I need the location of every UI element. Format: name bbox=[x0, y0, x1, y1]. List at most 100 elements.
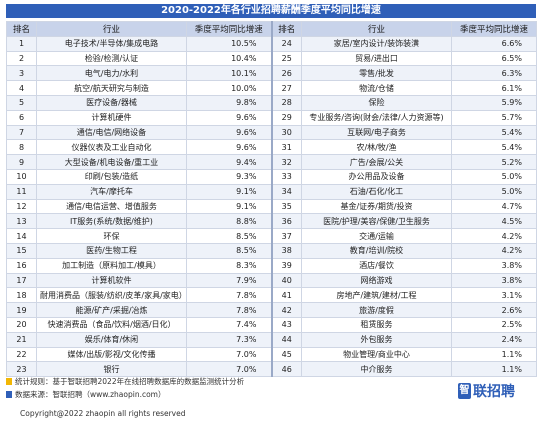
growth-cell: 9.8% bbox=[186, 94, 272, 111]
rank-cell: 45 bbox=[270, 346, 302, 363]
rank-cell: 31 bbox=[270, 139, 302, 156]
source-note: 数据来源：智联招聘（www.zhaopin.com） bbox=[6, 388, 244, 401]
industry-cell: 保险 bbox=[301, 94, 452, 111]
table-row: 13 IT服务(系统/数据/维护) 8.8% 36 医院/护理/美容/保健/卫生服务 4.… bbox=[6, 213, 537, 230]
industry-cell: 交通/运输 bbox=[301, 228, 452, 244]
industry-cell: 娱乐/体育/休闲 bbox=[36, 331, 187, 348]
table-row: 7 通信/电信/网络设备 9.6% 30 互联网/电子商务 5.4% bbox=[6, 124, 537, 141]
rank-cell: 15 bbox=[6, 242, 37, 259]
growth-cell: 5.9% bbox=[451, 94, 537, 111]
industry-cell: 贸易/进出口 bbox=[301, 50, 452, 67]
growth-cell: 2.5% bbox=[451, 316, 537, 333]
growth-cell: 9.1% bbox=[186, 198, 272, 215]
growth-cell: 7.8% bbox=[186, 302, 272, 318]
logo-text: 联招聘 bbox=[473, 384, 515, 400]
growth-cell: 1.1% bbox=[451, 346, 537, 363]
table-row: 5 医疗设备/器械 9.8% 28 保险 5.9% bbox=[6, 94, 537, 111]
growth-cell: 8.8% bbox=[186, 213, 272, 230]
col-header-rank-left: 排名 bbox=[6, 21, 37, 37]
growth-cell: 10.0% bbox=[186, 80, 272, 96]
rank-cell: 21 bbox=[6, 331, 37, 348]
industry-cell: IT服务(系统/数据/维护) bbox=[36, 213, 187, 230]
growth-cell: 9.6% bbox=[186, 139, 272, 156]
rank-cell: 1 bbox=[6, 35, 37, 52]
industry-cell: 媒体/出版/影视/文化传播 bbox=[36, 346, 187, 363]
rank-cell: 28 bbox=[270, 94, 302, 111]
rank-cell: 25 bbox=[270, 50, 302, 67]
table-header-row: 排名 行业 季度平均同比增速 排名 行业 季度平均同比增速 bbox=[6, 21, 537, 37]
growth-cell: 3.8% bbox=[451, 257, 537, 274]
industry-cell: 旅游/度假 bbox=[301, 302, 452, 318]
rank-cell: 12 bbox=[6, 198, 37, 215]
industry-cell: 检验/检测/认证 bbox=[36, 50, 187, 67]
industry-cell: 家居/室内设计/装饰装潢 bbox=[301, 35, 452, 52]
industry-cell: 办公用品及设备 bbox=[301, 168, 452, 185]
rank-cell: 29 bbox=[270, 109, 302, 126]
rank-cell: 17 bbox=[6, 272, 37, 289]
industry-cell: 耐用消费品（服装/纺织/皮革/家具/家电） bbox=[36, 287, 187, 304]
rank-cell: 35 bbox=[270, 198, 302, 215]
growth-cell: 8.5% bbox=[186, 228, 272, 244]
col-header-industry-left: 行业 bbox=[36, 21, 187, 37]
table-row: 15 医药/生物工程 8.5% 38 教育/培训/院校 4.2% bbox=[6, 242, 537, 259]
table-row: 4 航空/航天研究与制造 10.0% 27 物流/仓储 6.1% bbox=[6, 80, 537, 96]
growth-cell: 3.1% bbox=[451, 287, 537, 304]
method-note: 统计规则：基于智联招聘2022年在线招聘数据库的数据监测统计分析 bbox=[6, 375, 244, 388]
method-text: 统计规则：基于智联招聘2022年在线招聘数据库的数据监测统计分析 bbox=[15, 377, 245, 386]
growth-cell: 7.0% bbox=[186, 346, 272, 363]
growth-cell: 4.2% bbox=[451, 242, 537, 259]
rank-cell: 5 bbox=[6, 94, 37, 111]
growth-cell: 10.1% bbox=[186, 65, 272, 82]
rank-cell: 42 bbox=[270, 302, 302, 318]
industry-cell: 能源/矿产/采掘/冶炼 bbox=[36, 302, 187, 318]
industry-cell: 房地产/建筑/建材/工程 bbox=[301, 287, 452, 304]
ranking-table: 排名 行业 季度平均同比增速 排名 行业 季度平均同比增速 1 电子技术/半导体/… bbox=[6, 21, 537, 378]
rank-cell: 37 bbox=[270, 228, 302, 244]
rank-cell: 40 bbox=[270, 272, 302, 289]
industry-cell: 计算机硬件 bbox=[36, 109, 187, 126]
rank-cell: 14 bbox=[6, 228, 37, 244]
growth-cell: 5.0% bbox=[451, 168, 537, 185]
growth-cell: 6.6% bbox=[451, 35, 537, 52]
copyright: Copyright@2022 zhaopin all rights reserv… bbox=[20, 409, 186, 418]
table-row: 20 快速消费品（食品/饮料/烟酒/日化） 7.4% 43 租赁服务 2.5% bbox=[6, 316, 537, 333]
growth-cell: 9.3% bbox=[186, 168, 272, 185]
col-header-growth-left: 季度平均同比增速 bbox=[186, 21, 272, 37]
growth-cell: 10.5% bbox=[186, 35, 272, 52]
rank-cell: 23 bbox=[6, 361, 37, 378]
growth-cell: 7.4% bbox=[186, 316, 272, 333]
industry-cell: 专业服务/咨询(财会/法律/人力资源等) bbox=[301, 109, 452, 126]
rank-cell: 41 bbox=[270, 287, 302, 304]
industry-cell: 物流/仓储 bbox=[301, 80, 452, 96]
rank-cell: 6 bbox=[6, 109, 37, 126]
table-row: 10 印刷/包装/造纸 9.3% 33 办公用品及设备 5.0% bbox=[6, 168, 537, 185]
rank-cell: 10 bbox=[6, 168, 37, 185]
growth-cell: 5.4% bbox=[451, 124, 537, 141]
growth-cell: 3.8% bbox=[451, 272, 537, 289]
industry-cell: 医院/护理/美容/保健/卫生服务 bbox=[301, 213, 452, 230]
table-row: 22 媒体/出版/影视/文化传播 7.0% 45 物业管理/商业中心 1.1% bbox=[6, 346, 537, 363]
rank-cell: 2 bbox=[6, 50, 37, 67]
rank-cell: 33 bbox=[270, 168, 302, 185]
rank-cell: 44 bbox=[270, 331, 302, 348]
industry-cell: 银行 bbox=[36, 361, 187, 378]
growth-cell: 2.4% bbox=[451, 331, 537, 348]
rank-cell: 16 bbox=[6, 257, 37, 274]
table-row: 21 娱乐/体育/休闲 7.3% 44 外包服务 2.4% bbox=[6, 331, 537, 348]
rank-cell: 22 bbox=[6, 346, 37, 363]
growth-cell: 6.3% bbox=[451, 65, 537, 82]
table-row: 17 计算机软件 7.9% 40 网络游戏 3.8% bbox=[6, 272, 537, 289]
growth-cell: 2.6% bbox=[451, 302, 537, 318]
growth-cell: 7.9% bbox=[186, 272, 272, 289]
table-row: 23 银行 7.0% 46 中介服务 1.1% bbox=[6, 361, 537, 378]
growth-cell: 7.0% bbox=[186, 361, 272, 378]
table-row: 14 环保 8.5% 37 交通/运输 4.2% bbox=[6, 228, 537, 244]
industry-cell: 仪器仪表及工业自动化 bbox=[36, 139, 187, 156]
growth-cell: 9.1% bbox=[186, 183, 272, 200]
growth-cell: 1.1% bbox=[451, 361, 537, 378]
logo-mark: 智 bbox=[458, 383, 471, 399]
industry-cell: 中介服务 bbox=[301, 361, 452, 378]
growth-cell: 10.4% bbox=[186, 50, 272, 67]
industry-cell: 外包服务 bbox=[301, 331, 452, 348]
industry-cell: 酒店/餐饮 bbox=[301, 257, 452, 274]
